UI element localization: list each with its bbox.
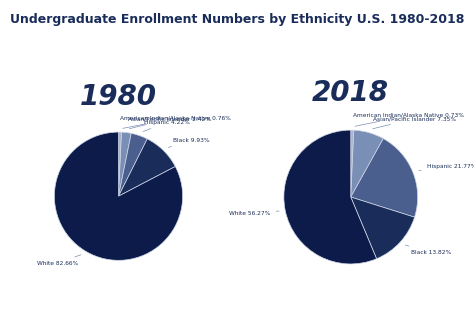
Text: 2018: 2018 <box>312 79 389 107</box>
Wedge shape <box>351 130 354 197</box>
Text: Black 13.82%: Black 13.82% <box>405 245 451 255</box>
Text: American Indian/Alaska Native 0.73%: American Indian/Alaska Native 0.73% <box>353 113 464 126</box>
Wedge shape <box>351 197 415 259</box>
Text: Black 9.93%: Black 9.93% <box>168 138 210 147</box>
Wedge shape <box>118 139 175 196</box>
Text: Hispanic 21.77%: Hispanic 21.77% <box>419 164 474 171</box>
Text: Asian/Pacific Islander 7.35%: Asian/Pacific Islander 7.35% <box>373 116 456 129</box>
Text: White 82.66%: White 82.66% <box>36 255 81 266</box>
Text: Undergraduate Enrollment Numbers by Ethnicity U.S. 1980-2018: Undergraduate Enrollment Numbers by Ethn… <box>10 13 464 26</box>
Wedge shape <box>118 133 147 196</box>
Wedge shape <box>55 132 182 260</box>
Wedge shape <box>351 130 383 197</box>
Text: White 56.27%: White 56.27% <box>229 210 279 216</box>
Text: Asian/Pacific Islander 2.42%: Asian/Pacific Islander 2.42% <box>128 116 211 129</box>
Wedge shape <box>284 130 376 264</box>
Text: American Indian/Alaska Native 0.76%: American Indian/Alaska Native 0.76% <box>120 115 231 128</box>
Wedge shape <box>118 132 121 196</box>
Text: Hispanic 4.22%: Hispanic 4.22% <box>143 120 190 131</box>
Text: 1980: 1980 <box>80 83 157 111</box>
Wedge shape <box>118 132 131 196</box>
Wedge shape <box>351 139 418 217</box>
